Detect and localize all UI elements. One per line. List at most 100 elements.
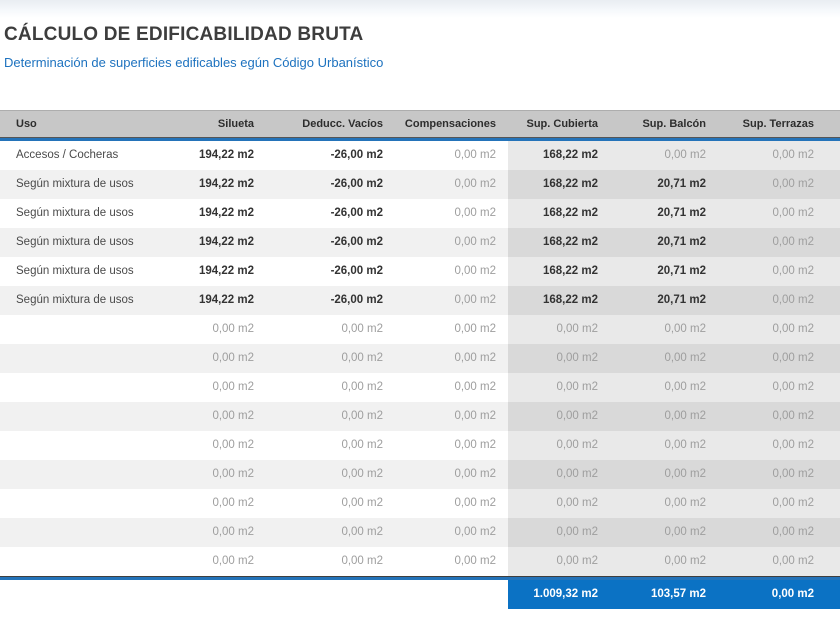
cell-deducc-vacios: -26,00 m2 [330,265,383,277]
cell-sup-cubierta: 0,00 m2 [508,373,610,402]
cell-silueta: 194,22 m2 [199,149,254,161]
table-row: 0,00 m2 0,00 m2 0,00 m2 0,00 m2 0,00 m2 … [0,460,840,489]
cell-deducc-vacios: -26,00 m2 [330,236,383,248]
table-row: Según mixtura de usos 194,22 m2 -26,00 m… [0,257,840,286]
cell-sup-terrazas: 0,00 m2 [718,489,840,518]
cell-compensaciones: 0,00 m2 [454,410,496,422]
cell-compensaciones: 0,00 m2 [454,294,496,306]
cell-compensaciones: 0,00 m2 [454,323,496,335]
cell-sup-terrazas: 0,00 m2 [718,257,840,286]
cell-sup-cubierta: 168,22 m2 [508,286,610,315]
edificability-table: Uso Silueta Deducc. Vacíos Compensacione… [0,110,840,609]
cell-sup-balcon: 0,00 m2 [610,547,718,576]
cell-deducc-vacios: 0,00 m2 [341,497,383,509]
cell-sup-balcon: 0,00 m2 [610,344,718,373]
cell-sup-terrazas: 0,00 m2 [718,518,840,547]
cell-sup-cubierta: 0,00 m2 [508,431,610,460]
cell-silueta: 0,00 m2 [212,555,254,567]
cell-sup-terrazas: 0,00 m2 [718,141,840,170]
cell-compensaciones: 0,00 m2 [454,381,496,393]
cell-uso [0,547,190,576]
cell-silueta: 0,00 m2 [212,497,254,509]
cell-deducc-vacios: 0,00 m2 [341,439,383,451]
cell-sup-balcon: 20,71 m2 [610,228,718,257]
cell-uso: Según mixtura de usos [16,294,134,306]
column-header-compensaciones: Compensaciones [404,118,496,130]
table-row: Según mixtura de usos 194,22 m2 -26,00 m… [0,228,840,257]
table-row: 0,00 m2 0,00 m2 0,00 m2 0,00 m2 0,00 m2 … [0,315,840,344]
table-row: Accesos / Cocheras 194,22 m2 -26,00 m2 0… [0,141,840,170]
total-sup-cubierta: 1.009,32 m2 [533,588,598,600]
cell-sup-terrazas: 0,00 m2 [718,460,840,489]
cell-sup-cubierta: 168,22 m2 [508,228,610,257]
cell-sup-balcon: 0,00 m2 [610,373,718,402]
report-heading: CÁLCULO DE EDIFICABILIDAD BRUTA Determin… [4,24,383,70]
cell-sup-cubierta: 0,00 m2 [508,460,610,489]
cell-compensaciones: 0,00 m2 [454,555,496,567]
cell-uso [0,431,190,460]
table-row: 0,00 m2 0,00 m2 0,00 m2 0,00 m2 0,00 m2 … [0,402,840,431]
cell-uso: Según mixtura de usos [16,178,134,190]
cell-sup-terrazas: 0,00 m2 [718,315,840,344]
cell-uso: Según mixtura de usos [16,207,134,219]
cell-deducc-vacios: 0,00 m2 [341,526,383,538]
cell-silueta: 194,22 m2 [199,236,254,248]
totals-row: 1.009,32 m2 103,57 m2 0,00 m2 [508,580,840,609]
cell-silueta: 194,22 m2 [199,294,254,306]
cell-compensaciones: 0,00 m2 [454,352,496,364]
cell-deducc-vacios: -26,00 m2 [330,178,383,190]
cell-silueta: 194,22 m2 [199,178,254,190]
cell-uso [0,315,190,344]
column-header-silueta: Silueta [217,118,254,130]
cell-sup-cubierta: 0,00 m2 [508,344,610,373]
cell-silueta: 0,00 m2 [212,526,254,538]
cell-deducc-vacios: 0,00 m2 [341,323,383,335]
cell-silueta: 0,00 m2 [212,323,254,335]
page-subtitle: Determinación de superficies edificables… [4,55,384,70]
top-gradient-band [0,0,840,18]
cell-sup-cubierta: 0,00 m2 [508,402,610,431]
cell-silueta: 0,00 m2 [212,410,254,422]
cell-compensaciones: 0,00 m2 [454,178,496,190]
cell-uso [0,489,190,518]
table-body: Accesos / Cocheras 194,22 m2 -26,00 m2 0… [0,141,840,576]
table-row: 0,00 m2 0,00 m2 0,00 m2 0,00 m2 0,00 m2 … [0,518,840,547]
cell-sup-balcon: 0,00 m2 [610,518,718,547]
cell-deducc-vacios: -26,00 m2 [330,207,383,219]
cell-sup-cubierta: 0,00 m2 [508,489,610,518]
cell-silueta: 0,00 m2 [212,352,254,364]
cell-sup-balcon: 0,00 m2 [610,141,718,170]
cell-sup-terrazas: 0,00 m2 [718,373,840,402]
cell-silueta: 0,00 m2 [212,468,254,480]
cell-sup-balcon: 0,00 m2 [610,489,718,518]
cell-sup-balcon: 0,00 m2 [610,402,718,431]
cell-sup-balcon: 0,00 m2 [610,460,718,489]
table-row: 0,00 m2 0,00 m2 0,00 m2 0,00 m2 0,00 m2 … [0,547,840,576]
cell-compensaciones: 0,00 m2 [454,439,496,451]
cell-sup-terrazas: 0,00 m2 [718,547,840,576]
header-separator-line [0,137,840,141]
cell-deducc-vacios: 0,00 m2 [341,410,383,422]
column-header-sup-balcon: Sup. Balcón [642,118,706,130]
cell-uso: Accesos / Cocheras [16,149,119,161]
column-header-sup-cubierta: Sup. Cubierta [526,118,598,130]
cell-sup-terrazas: 0,00 m2 [718,286,840,315]
cell-uso [0,460,190,489]
total-sup-balcon: 103,57 m2 [651,588,706,600]
cell-sup-balcon: 20,71 m2 [610,199,718,228]
cell-sup-cubierta: 0,00 m2 [508,518,610,547]
cell-sup-cubierta: 0,00 m2 [508,315,610,344]
cell-sup-terrazas: 0,00 m2 [718,431,840,460]
cell-uso [0,344,190,373]
cell-compensaciones: 0,00 m2 [454,207,496,219]
cell-silueta: 0,00 m2 [212,381,254,393]
column-header-uso: Uso [16,118,37,130]
cell-deducc-vacios: 0,00 m2 [341,352,383,364]
cell-compensaciones: 0,00 m2 [454,236,496,248]
cell-compensaciones: 0,00 m2 [454,526,496,538]
cell-sup-terrazas: 0,00 m2 [718,344,840,373]
cell-uso: Según mixtura de usos [16,265,134,277]
cell-silueta: 0,00 m2 [212,439,254,451]
cell-sup-terrazas: 0,00 m2 [718,228,840,257]
